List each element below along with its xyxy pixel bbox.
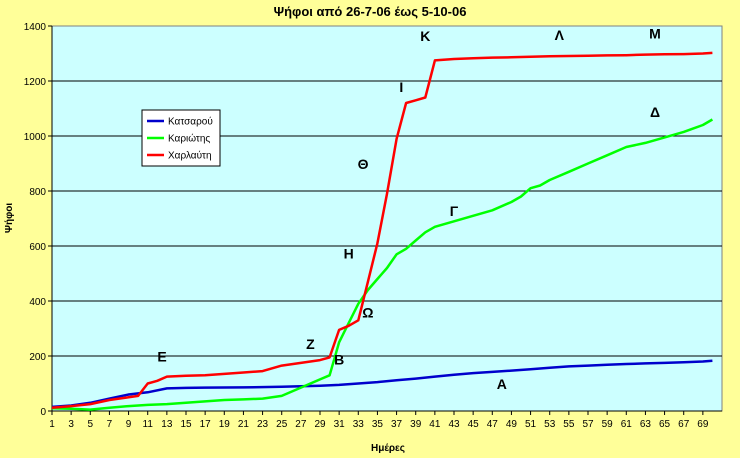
x-tick-label: 15 — [180, 419, 192, 430]
x-tick-label: 69 — [697, 419, 709, 430]
annotation-label: Μ — [649, 25, 661, 41]
x-tick-label: 59 — [602, 419, 614, 430]
annotation-label: Ι — [399, 79, 403, 95]
annotation-label: Γ — [450, 203, 459, 219]
x-tick-label: 63 — [640, 419, 652, 430]
annotations: Ε Ζ Β Ω Η Θ Ι Κ Γ Λ Μ Δ Α — [157, 25, 660, 392]
series-lines — [51, 51, 714, 411]
x-tick-label: 55 — [563, 419, 575, 430]
x-tick-label: 57 — [582, 419, 594, 430]
series-line — [51, 51, 713, 409]
y-tick-label: 1200 — [24, 77, 47, 88]
x-tick-label: 49 — [506, 419, 518, 430]
x-tick-label: 31 — [334, 419, 346, 430]
x-tick-label: 25 — [276, 419, 288, 430]
x-tick-label: 53 — [544, 419, 556, 430]
x-tick-label: 61 — [621, 419, 633, 430]
annotation-label: Θ — [358, 156, 369, 172]
x-tick-label: 51 — [525, 419, 537, 430]
x-tick-label: 41 — [429, 419, 441, 430]
legend: Κατσαρού Καριώτης Χαρλαύτη — [141, 109, 221, 167]
x-tick-label: 17 — [200, 419, 212, 430]
x-tick-label: 27 — [295, 419, 307, 430]
annotation-label: Λ — [555, 27, 565, 43]
y-tick-label: 1000 — [24, 132, 47, 143]
y-tick-label: 200 — [29, 352, 46, 363]
x-tick-label: 43 — [448, 419, 460, 430]
annotation-label: Ε — [157, 349, 166, 365]
y-tick-label: 400 — [29, 297, 46, 308]
y-axis-title: Ψήφοι — [4, 203, 15, 233]
x-tick-label: 13 — [161, 419, 173, 430]
y-tick-label: 1400 — [24, 22, 47, 33]
annotation-label: Ω — [362, 305, 373, 321]
chart-title: Ψήφοι από 26-7-06 έως 5-10-06 — [274, 4, 467, 19]
x-tick-label: 33 — [353, 419, 365, 430]
x-tick-label: 47 — [487, 419, 499, 430]
x-tick-label: 37 — [391, 419, 403, 430]
x-axis-title: Ημέρες — [371, 443, 405, 454]
x-tick-label: 7 — [107, 419, 113, 430]
x-tick-label: 5 — [88, 419, 94, 430]
annotation-label: Κ — [420, 28, 430, 44]
x-tick-label: 67 — [678, 419, 690, 430]
legend-label: Καριώτης — [168, 133, 210, 145]
series-line — [51, 118, 714, 411]
legend-label: Κατσαρού — [168, 116, 213, 128]
y-axis: 0 200 400 600 800 1000 1200 1400 — [24, 22, 53, 418]
legend-label: Χαρλαύτη — [168, 150, 212, 162]
x-tick-label: 3 — [68, 419, 74, 430]
annotation-label: Η — [344, 245, 354, 261]
x-tick-label: 35 — [372, 419, 384, 430]
x-tick-label: 29 — [314, 419, 326, 430]
x-tick-label: 39 — [410, 419, 422, 430]
annotation-label: Α — [497, 376, 507, 392]
x-tick-label: 11 — [143, 419, 154, 430]
x-axis: 1 3 5 7 9 11 13 15 17 19 21 23 25 27 29 31 33 35 37 39 41 43 4… — [49, 410, 722, 430]
x-tick-label: 45 — [468, 419, 480, 430]
annotation-label: Δ — [650, 104, 660, 120]
x-tick-label: 1 — [49, 419, 55, 430]
y-tick-label: 0 — [40, 407, 46, 418]
x-tick-label: 21 — [238, 419, 250, 430]
series-line — [51, 359, 713, 409]
y-tick-label: 600 — [29, 242, 46, 253]
annotation-label: Β — [334, 351, 344, 367]
y-tick-label: 800 — [29, 187, 46, 198]
x-tick-label: 65 — [659, 419, 671, 430]
annotation-label: Ζ — [306, 336, 315, 352]
x-tick-label: 19 — [219, 419, 231, 430]
x-tick-label: 23 — [257, 419, 269, 430]
x-tick-label: 9 — [126, 419, 132, 430]
plot-area — [51, 25, 723, 412]
